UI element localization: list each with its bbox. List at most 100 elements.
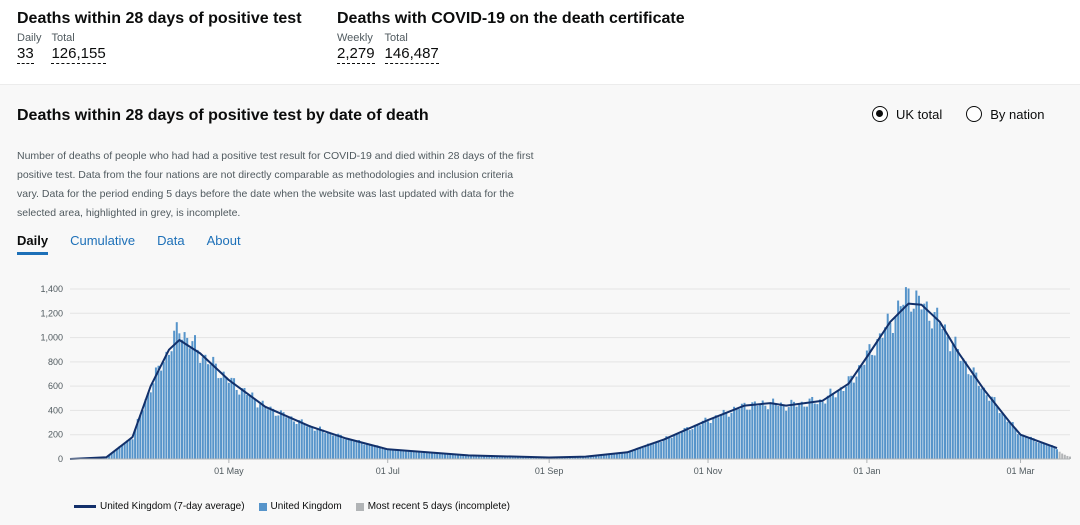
bar-daily[interactable]	[957, 349, 959, 459]
bar-daily[interactable]	[832, 393, 834, 459]
bar-daily[interactable]	[684, 428, 686, 459]
bar-daily[interactable]	[676, 433, 678, 459]
bar-daily[interactable]	[389, 450, 391, 459]
bar-daily[interactable]	[275, 416, 277, 459]
bar-daily[interactable]	[991, 397, 993, 459]
bar-daily[interactable]	[366, 444, 368, 459]
bar-daily[interactable]	[728, 417, 730, 459]
bar-daily[interactable]	[332, 436, 334, 459]
bar-daily[interactable]	[754, 401, 756, 459]
bar-daily[interactable]	[655, 442, 657, 459]
weekly-value[interactable]: 2,279	[337, 44, 375, 64]
bar-daily[interactable]	[845, 387, 847, 459]
bar-daily[interactable]	[829, 389, 831, 459]
bar-daily[interactable]	[717, 417, 719, 459]
bar-daily[interactable]	[848, 376, 850, 459]
bar-daily[interactable]	[1027, 438, 1029, 459]
bar-daily[interactable]	[1056, 449, 1058, 459]
bar-daily[interactable]	[772, 399, 774, 459]
bar-daily[interactable]	[1001, 412, 1003, 459]
bar-daily[interactable]	[204, 355, 206, 459]
bar-daily[interactable]	[264, 406, 266, 459]
bar-daily[interactable]	[400, 451, 402, 459]
bar-daily[interactable]	[345, 439, 347, 459]
bar-daily[interactable]	[384, 449, 386, 459]
bar-daily[interactable]	[355, 440, 357, 459]
bar-daily[interactable]	[822, 402, 824, 459]
bar-daily[interactable]	[819, 399, 821, 459]
bar-daily[interactable]	[296, 424, 298, 459]
bar-daily[interactable]	[145, 399, 147, 459]
bar-daily[interactable]	[967, 374, 969, 459]
bar-daily[interactable]	[322, 430, 324, 459]
total-value[interactable]: 146,487	[385, 44, 439, 64]
bar-daily[interactable]	[309, 425, 311, 459]
bar-daily[interactable]	[249, 395, 251, 459]
bar-daily[interactable]	[392, 450, 394, 459]
bar-daily[interactable]	[663, 440, 665, 459]
bar-daily[interactable]	[155, 367, 157, 459]
bar-daily[interactable]	[736, 408, 738, 459]
bar-daily[interactable]	[379, 447, 381, 459]
bar-daily[interactable]	[324, 433, 326, 459]
bar-daily[interactable]	[928, 321, 930, 459]
bar-daily[interactable]	[1053, 448, 1055, 459]
bar-daily[interactable]	[348, 438, 350, 459]
bar-daily[interactable]	[283, 412, 285, 459]
bar-daily[interactable]	[707, 421, 709, 459]
bar-daily[interactable]	[881, 338, 883, 459]
bar-daily[interactable]	[225, 377, 227, 459]
bar-daily[interactable]	[418, 452, 420, 459]
bar-daily[interactable]	[876, 339, 878, 459]
bar-daily[interactable]	[931, 328, 933, 459]
bar-daily[interactable]	[840, 387, 842, 459]
bar-daily[interactable]	[243, 388, 245, 459]
bar-daily[interactable]	[342, 439, 344, 459]
bar-daily[interactable]	[1014, 428, 1016, 459]
bar-daily[interactable]	[290, 416, 292, 459]
bar-daily[interactable]	[660, 442, 662, 459]
bar-daily[interactable]	[152, 383, 154, 459]
bar-daily[interactable]	[871, 355, 873, 459]
bar-daily[interactable]	[186, 338, 188, 459]
bar-daily[interactable]	[983, 388, 985, 459]
bar-daily[interactable]	[1030, 437, 1032, 459]
bar-daily[interactable]	[639, 448, 641, 459]
bar-daily[interactable]	[801, 402, 803, 459]
bar-daily[interactable]	[897, 301, 899, 459]
bar-daily[interactable]	[835, 397, 837, 459]
bar-daily[interactable]	[624, 453, 626, 459]
bar-daily[interactable]	[158, 366, 160, 459]
bar-daily[interactable]	[858, 365, 860, 459]
bar-daily[interactable]	[746, 410, 748, 459]
bar-daily[interactable]	[374, 446, 376, 459]
bar-daily[interactable]	[329, 433, 331, 459]
bar-daily[interactable]	[228, 383, 230, 459]
bar-daily[interactable]	[1040, 442, 1042, 459]
bar-daily[interactable]	[910, 312, 912, 459]
bar-daily[interactable]	[1048, 445, 1050, 459]
daily-value[interactable]: 33	[17, 44, 34, 64]
bar-daily[interactable]	[702, 421, 704, 459]
bar-daily[interactable]	[908, 288, 910, 459]
bar-daily[interactable]	[272, 409, 274, 459]
bar-incomplete[interactable]	[1064, 455, 1066, 459]
bar-daily[interactable]	[230, 378, 232, 459]
bar-daily[interactable]	[918, 296, 920, 459]
bar-daily[interactable]	[402, 451, 404, 459]
bar-daily[interactable]	[173, 331, 175, 459]
bar-daily[interactable]	[759, 404, 761, 459]
bar-daily[interactable]	[1038, 443, 1040, 459]
bar-daily[interactable]	[923, 304, 925, 459]
bar-daily[interactable]	[350, 440, 352, 459]
bar-daily[interactable]	[1004, 416, 1006, 459]
bar-daily[interactable]	[973, 367, 975, 459]
bar-daily[interactable]	[678, 434, 680, 459]
bar-daily[interactable]	[251, 393, 253, 459]
bar-daily[interactable]	[866, 351, 868, 459]
bar-daily[interactable]	[861, 366, 863, 459]
bar-daily[interactable]	[749, 410, 751, 459]
bar-daily[interactable]	[694, 425, 696, 459]
bar-daily[interactable]	[340, 435, 342, 459]
